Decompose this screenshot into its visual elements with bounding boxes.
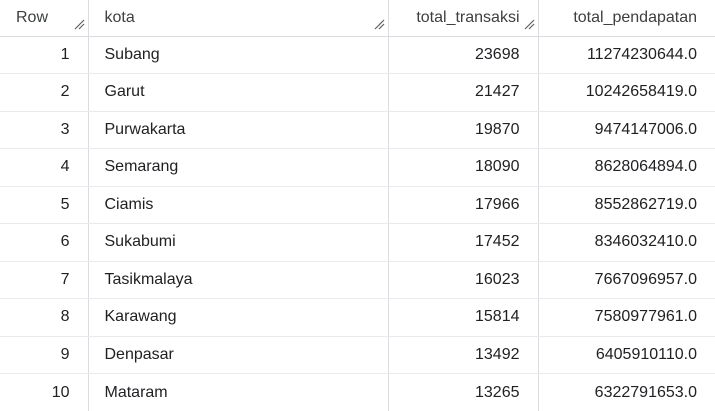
column-resize-handle-icon[interactable] — [73, 18, 85, 30]
cell-total-transaksi: 23698 — [388, 36, 538, 74]
column-header-label: total_transaksi — [416, 9, 519, 26]
cell-kota: Semarang — [88, 149, 388, 187]
table-row: 5 Ciamis 17966 8552862719.0 — [0, 186, 715, 224]
header-row: Row kota total_transaksi — [0, 0, 715, 36]
cell-total-transaksi: 13492 — [388, 336, 538, 374]
table-row: 8 Karawang 15814 7580977961.0 — [0, 299, 715, 337]
cell-total-pendapatan: 8628064894.0 — [538, 149, 715, 187]
cell-row-number: 6 — [0, 224, 88, 262]
cell-row-number: 5 — [0, 186, 88, 224]
cell-row-number: 10 — [0, 374, 88, 411]
cell-kota: Karawang — [88, 299, 388, 337]
column-header-row[interactable]: Row — [0, 0, 88, 36]
cell-total-pendapatan: 7667096957.0 — [538, 261, 715, 299]
cell-total-transaksi: 21427 — [388, 74, 538, 112]
column-resize-handle-icon[interactable] — [523, 18, 535, 30]
column-resize-handle-icon[interactable] — [373, 18, 385, 30]
cell-total-transaksi: 17966 — [388, 186, 538, 224]
cell-total-transaksi: 18090 — [388, 149, 538, 187]
cell-total-pendapatan: 11274230644.0 — [538, 36, 715, 74]
column-header-total-transaksi[interactable]: total_transaksi — [388, 0, 538, 36]
cell-kota: Mataram — [88, 374, 388, 411]
cell-row-number: 2 — [0, 74, 88, 112]
column-header-label: Row — [16, 9, 48, 26]
column-header-label: kota — [105, 9, 135, 26]
table-row: 4 Semarang 18090 8628064894.0 — [0, 149, 715, 187]
cell-total-transaksi: 13265 — [388, 374, 538, 411]
cell-total-transaksi: 19870 — [388, 111, 538, 149]
cell-kota: Denpasar — [88, 336, 388, 374]
table-row: 3 Purwakarta 19870 9474147006.0 — [0, 111, 715, 149]
table-row: 6 Sukabumi 17452 8346032410.0 — [0, 224, 715, 262]
table-row: 7 Tasikmalaya 16023 7667096957.0 — [0, 261, 715, 299]
cell-total-pendapatan: 7580977961.0 — [538, 299, 715, 337]
column-header-total-pendapatan[interactable]: total_pendapatan — [538, 0, 715, 36]
cell-row-number: 1 — [0, 36, 88, 74]
cell-row-number: 8 — [0, 299, 88, 337]
cell-total-pendapatan: 8346032410.0 — [538, 224, 715, 262]
table-row: 9 Denpasar 13492 6405910110.0 — [0, 336, 715, 374]
table-row: 1 Subang 23698 11274230644.0 — [0, 36, 715, 74]
column-header-label: total_pendapatan — [573, 9, 697, 26]
cell-kota: Tasikmalaya — [88, 261, 388, 299]
cell-kota: Ciamis — [88, 186, 388, 224]
cell-total-transaksi: 17452 — [388, 224, 538, 262]
table-row: 2 Garut 21427 10242658419.0 — [0, 74, 715, 112]
cell-row-number: 9 — [0, 336, 88, 374]
cell-total-transaksi: 15814 — [388, 299, 538, 337]
cell-kota: Sukabumi — [88, 224, 388, 262]
table-row: 10 Mataram 13265 6322791653.0 — [0, 374, 715, 411]
cell-total-pendapatan: 6405910110.0 — [538, 336, 715, 374]
cell-total-transaksi: 16023 — [388, 261, 538, 299]
cell-total-pendapatan: 10242658419.0 — [538, 74, 715, 112]
cell-total-pendapatan: 8552862719.0 — [538, 186, 715, 224]
cell-kota: Garut — [88, 74, 388, 112]
cell-total-pendapatan: 9474147006.0 — [538, 111, 715, 149]
cell-kota: Subang — [88, 36, 388, 74]
cell-row-number: 4 — [0, 149, 88, 187]
cell-row-number: 3 — [0, 111, 88, 149]
cell-row-number: 7 — [0, 261, 88, 299]
column-header-kota[interactable]: kota — [88, 0, 388, 36]
cell-total-pendapatan: 6322791653.0 — [538, 374, 715, 411]
cell-kota: Purwakarta — [88, 111, 388, 149]
